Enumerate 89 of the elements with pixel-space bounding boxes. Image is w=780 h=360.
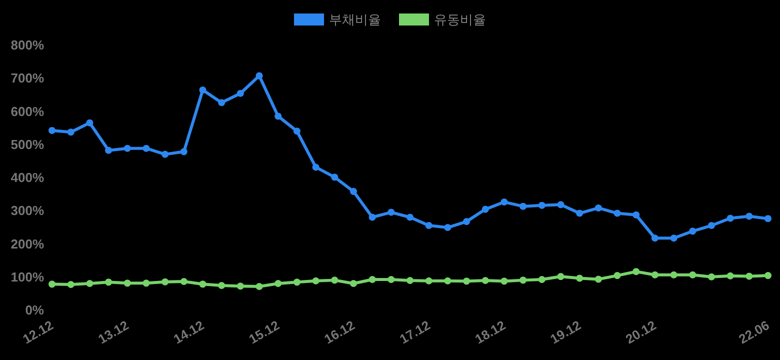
point [670,271,678,278]
point [463,278,470,285]
point [500,198,508,206]
point [293,278,300,286]
point [689,228,696,235]
point [689,271,696,278]
point [48,280,56,288]
point [520,202,527,210]
y-tick-label: 200% [10,236,44,252]
point [764,272,772,280]
point [274,112,282,120]
point [388,208,395,216]
point [576,210,584,217]
point [538,202,546,209]
point [199,86,206,94]
point [256,72,263,80]
point [406,277,414,284]
y-tick-label: 500% [10,136,44,152]
point [520,276,527,284]
point [312,164,320,171]
point [764,215,772,222]
point [67,280,74,288]
point [368,276,376,284]
point [746,212,753,220]
y-tick-label: 600% [10,104,44,119]
point [142,144,150,152]
point [406,214,414,221]
point [651,271,658,278]
point [368,214,376,221]
y-tick-label: 300% [10,203,44,218]
point [463,218,470,226]
point [500,278,508,285]
point [350,280,357,287]
point [482,206,489,213]
point [293,128,300,135]
point [594,204,602,212]
point [331,276,338,284]
point [105,278,112,286]
point [557,273,564,280]
point [557,201,564,208]
point [726,214,734,222]
point [632,268,640,276]
point [594,276,602,283]
point [236,282,244,290]
point [199,280,206,288]
point [708,222,715,230]
point [218,282,226,289]
point [124,144,131,152]
point [236,90,244,97]
point [142,280,150,287]
point [388,276,395,284]
point [67,128,74,136]
point [746,272,753,280]
point [180,278,188,286]
y-tick-label: 700% [10,70,44,86]
point [425,277,432,284]
point [614,210,621,217]
point [708,273,715,280]
point [162,278,169,286]
point [274,280,282,287]
point [444,224,452,232]
point [256,282,263,290]
point [105,146,112,154]
y-tick-label: 800% [10,38,44,52]
point [444,277,452,284]
point [425,222,432,230]
point [312,277,320,284]
point [218,99,226,106]
point [576,274,584,282]
point [670,234,678,242]
point [726,272,734,280]
y-tick-label: 100% [10,269,44,284]
point [331,174,338,181]
point [86,119,94,126]
legend-label: 부채비율 [329,12,381,27]
point [162,150,169,158]
point [614,272,621,280]
point [124,280,131,287]
point [482,277,489,284]
point [48,126,56,134]
y-tick-label: 400% [10,170,44,185]
point [350,188,357,195]
point [632,211,640,218]
legend-label: 유동비율 [434,12,486,27]
point [651,234,658,242]
point [538,276,546,284]
point [86,280,94,287]
point [180,148,188,156]
y-tick-label: 0% [25,302,44,318]
